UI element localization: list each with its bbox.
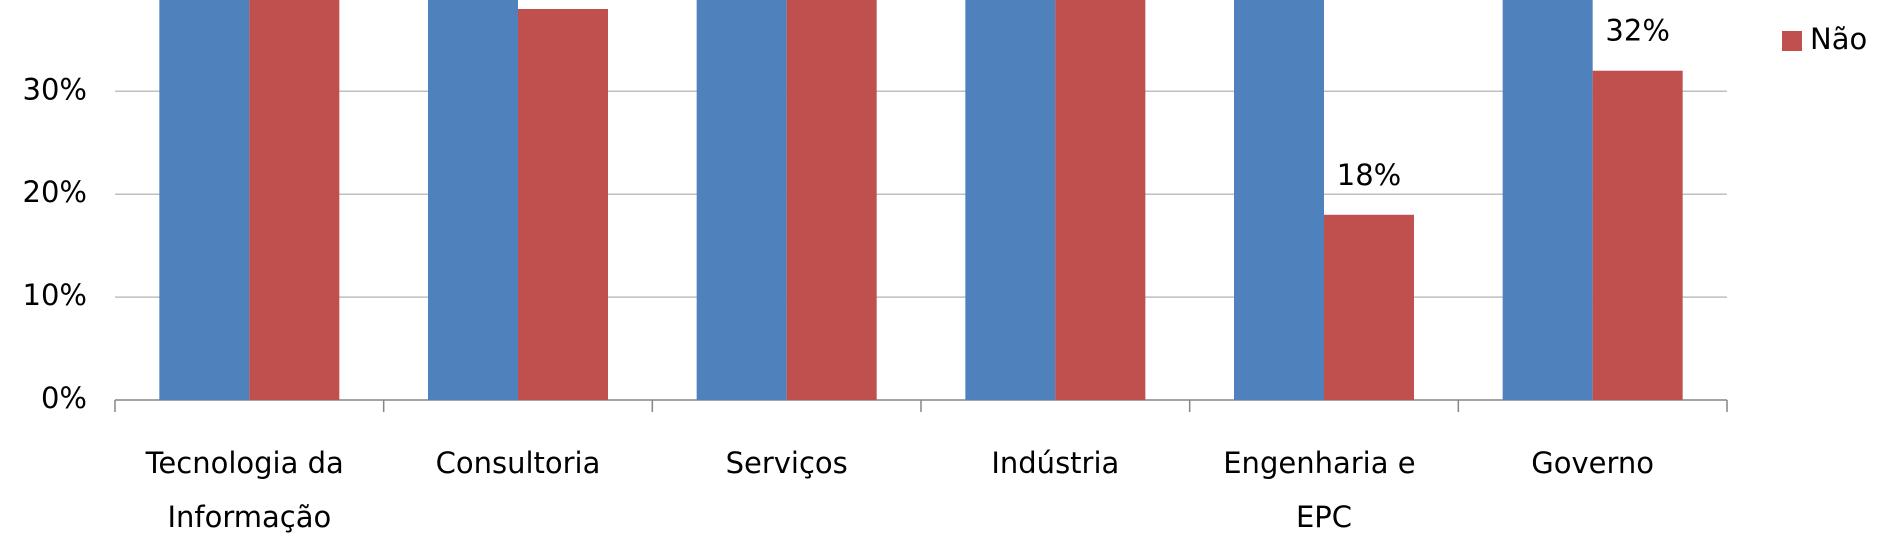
y-tick-label: 0% — [41, 381, 87, 415]
y-tick-label: 40% — [23, 0, 87, 3]
x-tick-label: Indústria — [991, 446, 1119, 480]
legend-swatch — [1782, 31, 1802, 51]
x-tick-label: Serviços — [726, 446, 848, 480]
bar — [249, 0, 340, 400]
bar — [965, 0, 1056, 401]
x-tick-label: Tecnologia da Informação — [145, 446, 353, 534]
bar — [159, 0, 250, 401]
data-label: 32% — [1605, 14, 1669, 48]
bar — [1592, 70, 1683, 400]
y-tick-label: 30% — [23, 72, 87, 106]
data-label: 18% — [1337, 158, 1401, 192]
bar — [1324, 214, 1414, 400]
bar — [696, 0, 787, 400]
legend-label: Não — [1810, 22, 1867, 56]
bar — [1055, 0, 1146, 400]
x-tick-label: Governo — [1531, 446, 1654, 480]
bar — [518, 8, 608, 400]
bar — [786, 0, 877, 400]
y-tick-label: 20% — [23, 175, 87, 209]
bar — [1502, 0, 1593, 400]
x-tick-label: Engenharia e EPC — [1223, 446, 1425, 534]
x-tick-label: Consultoria — [436, 446, 601, 480]
y-tick-label: 10% — [23, 278, 87, 312]
bar — [1234, 0, 1324, 401]
bar — [428, 0, 518, 400]
